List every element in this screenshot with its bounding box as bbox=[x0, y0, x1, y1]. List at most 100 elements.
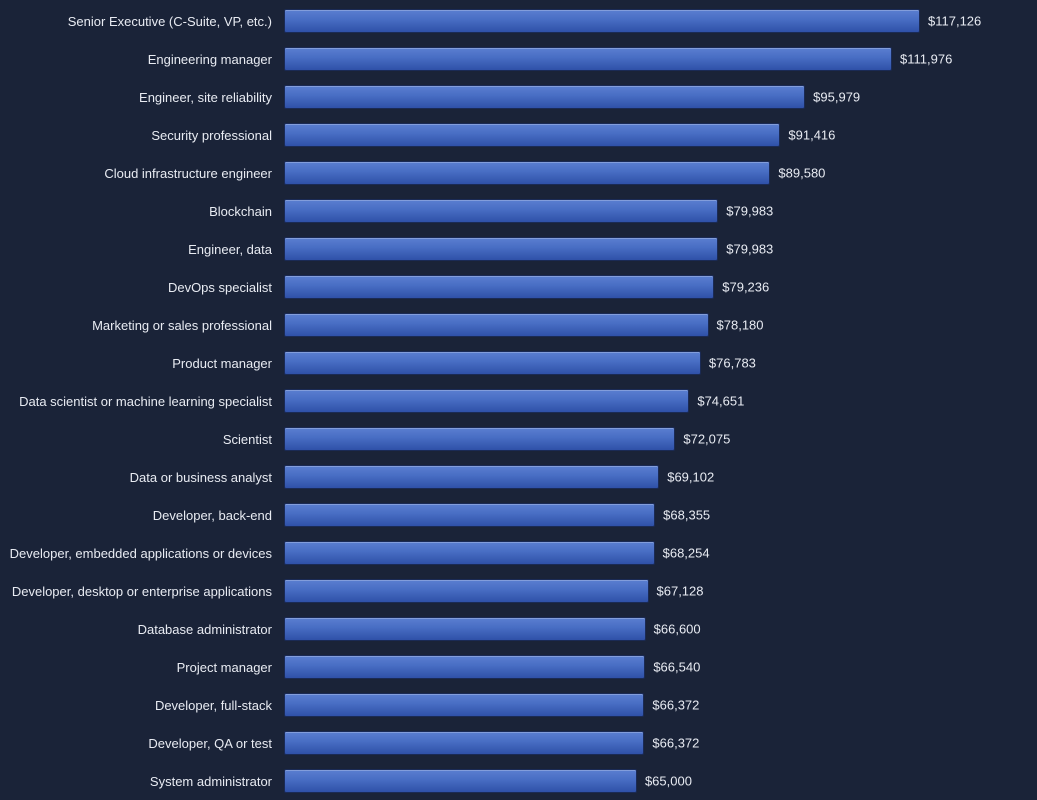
row-value: $74,651 bbox=[697, 394, 744, 409]
bar-area: $68,254 bbox=[284, 541, 1037, 565]
row-label: Developer, full-stack bbox=[0, 698, 280, 713]
bar-area: $79,236 bbox=[284, 275, 1037, 299]
bar bbox=[284, 313, 709, 337]
chart-row: Developer, full-stack $66,372 bbox=[0, 693, 1037, 717]
bar-area: $111,976 bbox=[284, 47, 1037, 71]
row-value: $95,979 bbox=[813, 90, 860, 105]
bar-area: $68,355 bbox=[284, 503, 1037, 527]
chart-row: Scientist $72,075 bbox=[0, 427, 1037, 451]
chart-row: Developer, desktop or enterprise applica… bbox=[0, 579, 1037, 603]
bar-area: $79,983 bbox=[284, 199, 1037, 223]
row-value: $65,000 bbox=[645, 774, 692, 789]
row-label: Scientist bbox=[0, 432, 280, 447]
bar-area: $69,102 bbox=[284, 465, 1037, 489]
row-value: $111,976 bbox=[900, 52, 952, 67]
row-value: $68,355 bbox=[663, 508, 710, 523]
chart-row: Product manager $76,783 bbox=[0, 351, 1037, 375]
row-label: Senior Executive (C-Suite, VP, etc.) bbox=[0, 14, 280, 29]
row-label: Project manager bbox=[0, 660, 280, 675]
bar-area: $66,540 bbox=[284, 655, 1037, 679]
row-label: Blockchain bbox=[0, 204, 280, 219]
chart-row: Developer, back-end $68,355 bbox=[0, 503, 1037, 527]
row-value: $79,983 bbox=[726, 204, 773, 219]
row-value: $69,102 bbox=[667, 470, 714, 485]
row-label: Security professional bbox=[0, 128, 280, 143]
bar bbox=[284, 389, 689, 413]
bar bbox=[284, 161, 770, 185]
chart-row: Blockchain $79,983 bbox=[0, 199, 1037, 223]
row-value: $72,075 bbox=[683, 432, 730, 447]
chart-row: Data scientist or machine learning speci… bbox=[0, 389, 1037, 413]
bar bbox=[284, 503, 655, 527]
row-value: $68,254 bbox=[663, 546, 710, 561]
bar-area: $66,372 bbox=[284, 693, 1037, 717]
chart-row: DevOps specialist $79,236 bbox=[0, 275, 1037, 299]
bar bbox=[284, 541, 655, 565]
row-value: $117,126 bbox=[928, 14, 981, 29]
row-label: Engineer, data bbox=[0, 242, 280, 257]
bar bbox=[284, 579, 649, 603]
bar-area: $79,983 bbox=[284, 237, 1037, 261]
row-label: Developer, back-end bbox=[0, 508, 280, 523]
bar-area: $78,180 bbox=[284, 313, 1037, 337]
row-value: $66,540 bbox=[653, 660, 700, 675]
bar-area: $89,580 bbox=[284, 161, 1037, 185]
bar-area: $91,416 bbox=[284, 123, 1037, 147]
row-label: DevOps specialist bbox=[0, 280, 280, 295]
chart-row: Data or business analyst $69,102 bbox=[0, 465, 1037, 489]
bar bbox=[284, 465, 659, 489]
salary-bar-chart: Senior Executive (C-Suite, VP, etc.) $117… bbox=[0, 0, 1037, 800]
chart-row: Cloud infrastructure engineer $89,580 bbox=[0, 161, 1037, 185]
chart-row: Developer, QA or test $66,372 bbox=[0, 731, 1037, 755]
chart-row: Marketing or sales professional $78,180 bbox=[0, 313, 1037, 337]
row-value: $67,128 bbox=[657, 584, 704, 599]
bar bbox=[284, 9, 920, 33]
row-value: $66,372 bbox=[652, 736, 699, 751]
bar-area: $65,000 bbox=[284, 769, 1037, 793]
row-label: Data or business analyst bbox=[0, 470, 280, 485]
row-value: $76,783 bbox=[709, 356, 756, 371]
chart-row: Project manager $66,540 bbox=[0, 655, 1037, 679]
bar bbox=[284, 655, 645, 679]
row-value: $79,983 bbox=[726, 242, 773, 257]
row-label: Marketing or sales professional bbox=[0, 318, 280, 333]
bar-area: $66,372 bbox=[284, 731, 1037, 755]
row-value: $79,236 bbox=[722, 280, 769, 295]
bar-area: $67,128 bbox=[284, 579, 1037, 603]
row-label: Cloud infrastructure engineer bbox=[0, 166, 280, 181]
row-label: Developer, QA or test bbox=[0, 736, 280, 751]
bar bbox=[284, 731, 644, 755]
row-value: $66,600 bbox=[654, 622, 701, 637]
row-value: $66,372 bbox=[652, 698, 699, 713]
bar-area: $66,600 bbox=[284, 617, 1037, 641]
bar bbox=[284, 237, 718, 261]
chart-row: Developer, embedded applications or devi… bbox=[0, 541, 1037, 565]
row-label: System administrator bbox=[0, 774, 280, 789]
row-label: Engineering manager bbox=[0, 52, 280, 67]
chart-row: System administrator $65,000 bbox=[0, 769, 1037, 793]
bar bbox=[284, 769, 637, 793]
row-label: Data scientist or machine learning speci… bbox=[0, 394, 280, 409]
chart-row: Engineering manager $111,976 bbox=[0, 47, 1037, 71]
bar bbox=[284, 275, 714, 299]
bar bbox=[284, 617, 646, 641]
bar-area: $76,783 bbox=[284, 351, 1037, 375]
row-value: $78,180 bbox=[717, 318, 764, 333]
row-label: Product manager bbox=[0, 356, 280, 371]
chart-row: Engineer, data $79,983 bbox=[0, 237, 1037, 261]
bar-area: $95,979 bbox=[284, 85, 1037, 109]
chart-row: Security professional $91,416 bbox=[0, 123, 1037, 147]
row-value: $89,580 bbox=[778, 166, 825, 181]
bar bbox=[284, 47, 892, 71]
bar bbox=[284, 123, 780, 147]
chart-row: Senior Executive (C-Suite, VP, etc.) $117… bbox=[0, 9, 1037, 33]
bar bbox=[284, 351, 701, 375]
row-label: Database administrator bbox=[0, 622, 280, 637]
bar-area: $74,651 bbox=[284, 389, 1037, 413]
bar bbox=[284, 427, 675, 451]
bar-area: $72,075 bbox=[284, 427, 1037, 451]
row-label: Developer, embedded applications or devi… bbox=[0, 546, 280, 561]
row-value: $91,416 bbox=[788, 128, 835, 143]
row-label: Engineer, site reliability bbox=[0, 90, 280, 105]
chart-row: Engineer, site reliability $95,979 bbox=[0, 85, 1037, 109]
